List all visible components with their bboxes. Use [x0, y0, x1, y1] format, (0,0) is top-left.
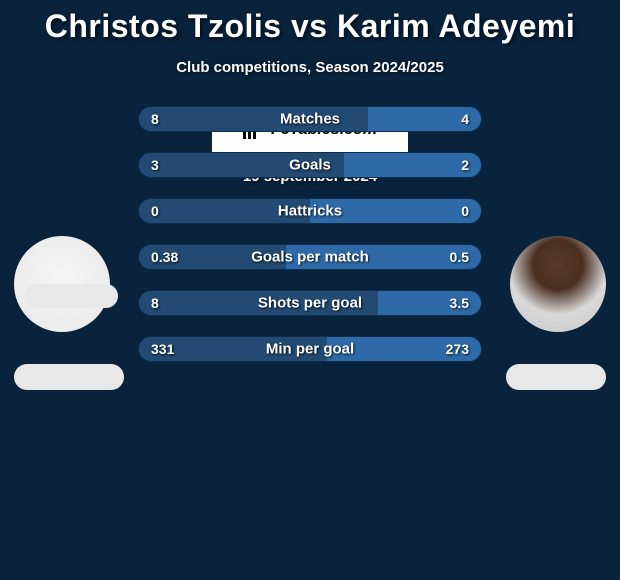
page-title: Christos Tzolis vs Karim Adeyemi — [0, 0, 620, 45]
stat-value-left: 0 — [151, 203, 159, 219]
stat-value-right: 273 — [446, 341, 469, 357]
stat-label: Min per goal — [266, 341, 354, 358]
player-right-avatar — [510, 236, 606, 332]
stat-value-right: 0 — [461, 203, 469, 219]
stat-value-left: 3 — [151, 157, 159, 173]
stat-bars: 8 4 Matches 3 2 Goals 0 0 Hattricks 0.38 0.5 Goals … — [138, 106, 482, 382]
subtitle: Club competitions, Season 2024/2025 — [0, 59, 620, 76]
stat-value-right: 2 — [461, 157, 469, 173]
stat-row: 0.38 0.5 Goals per match — [138, 244, 482, 270]
stat-row: 331 273 Min per goal — [138, 336, 482, 362]
stat-value-right: 4 — [461, 111, 469, 127]
player-left-badge — [24, 284, 118, 308]
stat-value-right: 3.5 — [450, 295, 469, 311]
stat-row: 0 0 Hattricks — [138, 198, 482, 224]
stat-value-left: 8 — [151, 111, 159, 127]
stat-label: Shots per goal — [258, 295, 362, 312]
stat-value-left: 8 — [151, 295, 159, 311]
stat-label: Matches — [280, 111, 340, 128]
stat-row: 3 2 Goals — [138, 152, 482, 178]
player-right-name-slug — [506, 364, 606, 390]
stat-row: 8 4 Matches — [138, 106, 482, 132]
player-left-name-slug — [14, 364, 124, 390]
stat-row: 8 3.5 Shots per goal — [138, 290, 482, 316]
stat-value-left: 0.38 — [151, 249, 178, 265]
stat-label: Goals — [289, 157, 331, 174]
stat-label: Goals per match — [251, 249, 369, 266]
stat-label: Hattricks — [278, 203, 342, 220]
stat-value-left: 331 — [151, 341, 174, 357]
stat-value-right: 0.5 — [450, 249, 469, 265]
